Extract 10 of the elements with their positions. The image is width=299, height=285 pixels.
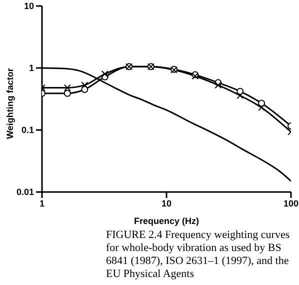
x-tick-label: 100 [283, 198, 299, 208]
x-tick-label: 10 [161, 198, 172, 208]
y-tick-label: 1 [28, 63, 34, 74]
y-tick-label: 0.1 [21, 125, 34, 136]
x-tick-label: 1 [39, 198, 45, 208]
caption: FIGURE 2.4 Frequency weighting curves for whole-body vibration as used by BS 6841 (1987), ISO 2631–1 (1997), and the EU Physical Agents [106, 229, 291, 281]
y-tick-label: 10 [24, 1, 34, 12]
y-tick-label: 0.01 [16, 187, 34, 198]
x-axis-title: Frequency (Hz) [134, 216, 200, 226]
y-axis-title: Weighting factor [5, 68, 16, 139]
